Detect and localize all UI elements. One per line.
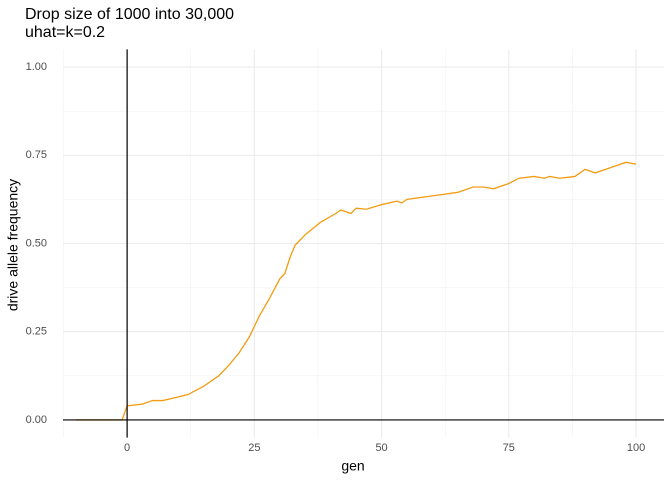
y-tick-label: 1.00 — [26, 61, 47, 73]
chart-title: Drop size of 1000 into 30,000 — [25, 6, 234, 23]
y-tick-label: 0.25 — [26, 326, 47, 338]
x-axis-title: gen — [341, 458, 364, 474]
y-tick-label: 0.50 — [26, 237, 47, 249]
x-tick-label: 25 — [248, 442, 260, 454]
x-tick-label: 75 — [503, 442, 515, 454]
x-tick-label: 0 — [124, 442, 130, 454]
data-line — [76, 161, 637, 421]
x-tick-label: 50 — [375, 442, 387, 454]
y-tick-label: 0.00 — [26, 414, 47, 426]
y-tick-label: 0.75 — [26, 149, 47, 161]
x-tick-label: 100 — [627, 442, 645, 454]
y-axis-title: drive allele frequency — [5, 179, 21, 311]
chart-subtitle: uhat=k=0.2 — [25, 24, 105, 41]
